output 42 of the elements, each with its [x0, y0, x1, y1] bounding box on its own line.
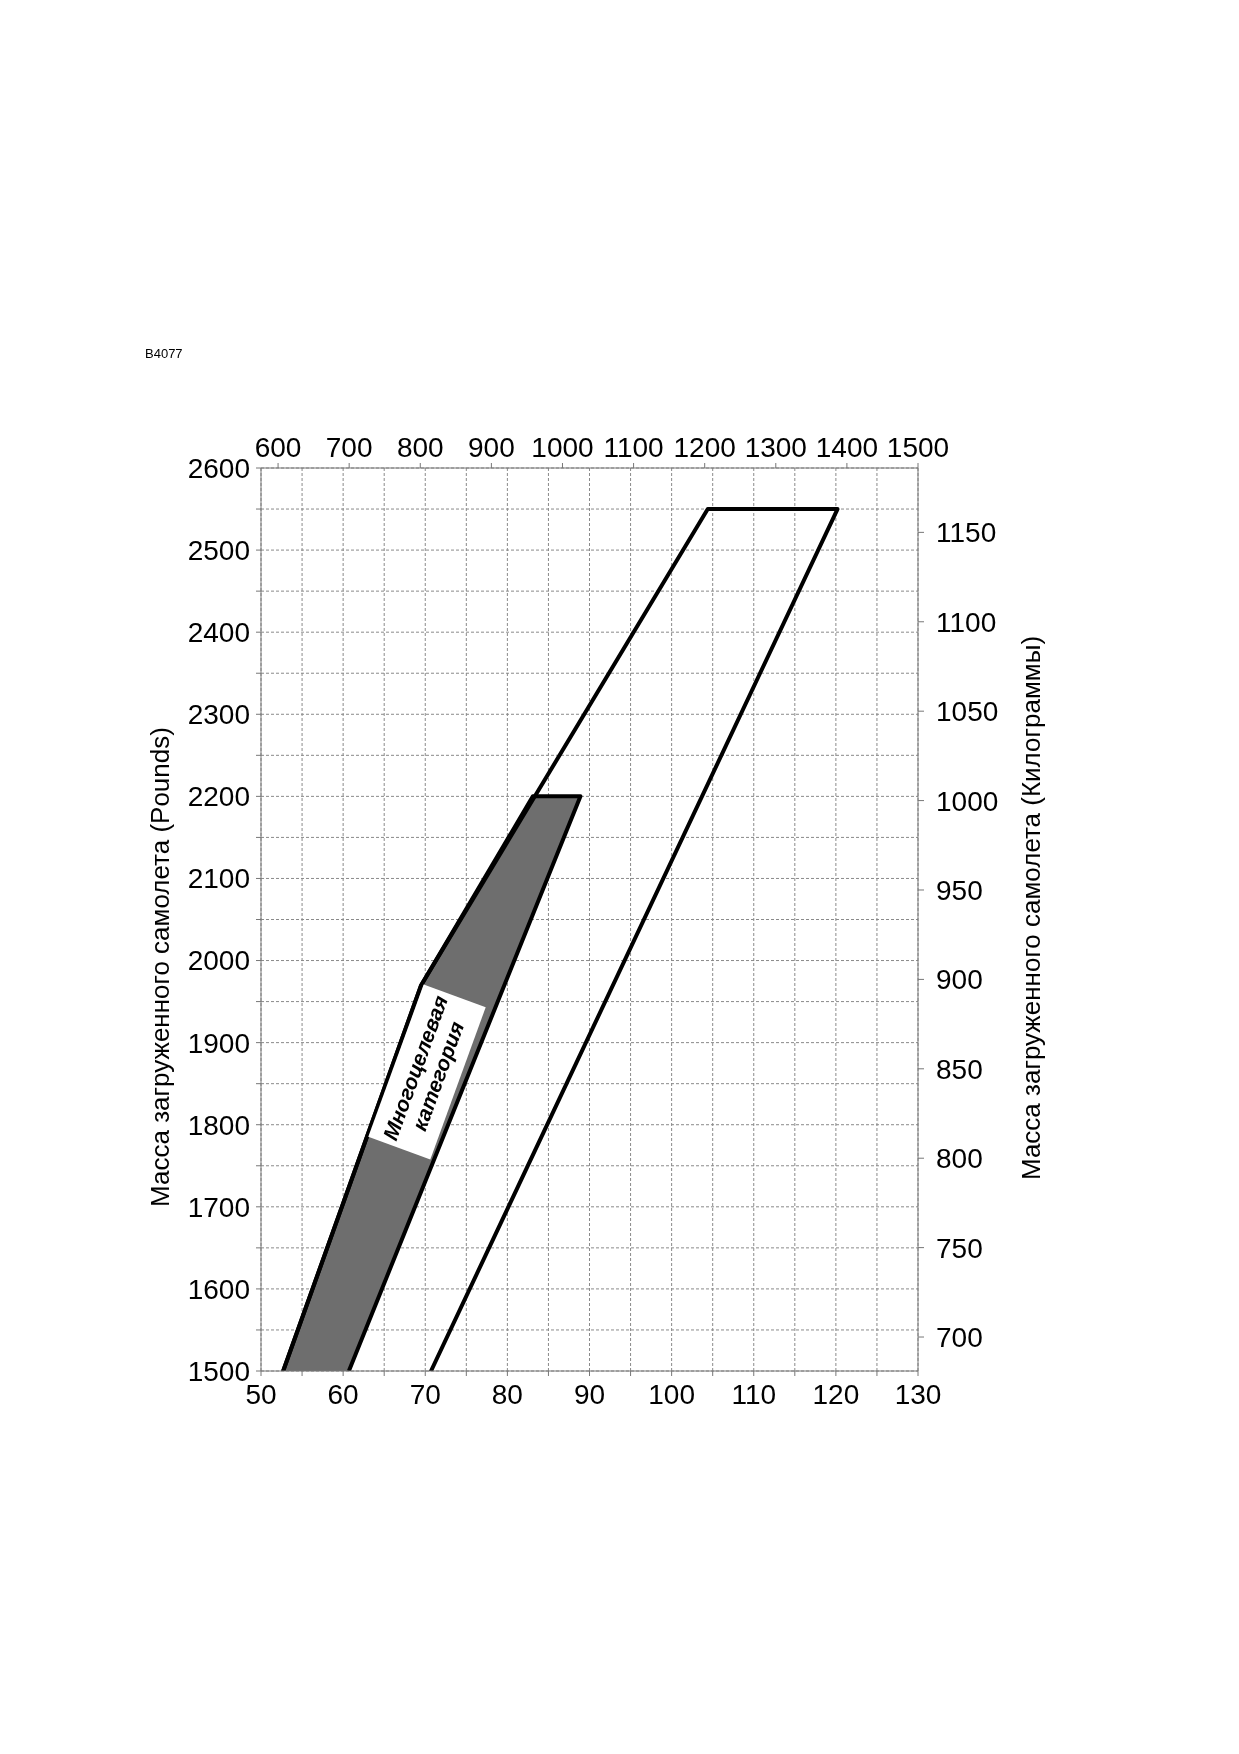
- y-tick-label: 1800: [187, 1109, 250, 1141]
- x2-tick-label: 1200: [673, 432, 736, 463]
- text: B4077: [145, 346, 183, 361]
- x2-tick-label: 600: [254, 432, 302, 463]
- x2-tick-label: 900: [468, 432, 515, 463]
- x-tick-label: 100: [648, 1378, 695, 1410]
- x2-tick-label: 700: [325, 432, 373, 463]
- y2-tick-label: 1050: [936, 696, 999, 728]
- x2-tick-label: 1100: [603, 432, 664, 463]
- y-tick-label: 2400: [187, 617, 250, 649]
- y-tick-label: 2600: [187, 452, 250, 484]
- y2-tick-label: 700: [936, 1321, 983, 1353]
- y-tick-label: 1600: [187, 1273, 250, 1305]
- x2-tick-label: 800: [396, 432, 444, 463]
- y-tick-label: 1700: [187, 1191, 250, 1223]
- y-tick-label: 2200: [187, 781, 250, 813]
- x-tick-label: 70: [409, 1378, 441, 1410]
- x-tick-label: 110: [731, 1378, 777, 1410]
- y2-tick-label: 850: [936, 1053, 983, 1085]
- x2-tick-label: 1500: [886, 432, 950, 463]
- x-tick-label: 130: [894, 1378, 942, 1410]
- x2-tick-label: 1400: [815, 432, 879, 463]
- y2-tick-label: 1100: [936, 606, 997, 638]
- x2-tick-label: 1000: [531, 432, 594, 463]
- y2-tick-label: 800: [936, 1143, 983, 1175]
- y2-tick-label: 900: [936, 964, 983, 996]
- y-tick-label: 2300: [187, 699, 250, 731]
- y2-tick-label: 750: [936, 1232, 983, 1264]
- x-tick-label: 120: [812, 1378, 860, 1410]
- y2-axis-title: Масса загруженного самолета (Килограммы): [1015, 635, 1047, 1181]
- y2-tick-label: 950: [936, 874, 983, 906]
- y-tick-label: 2500: [187, 535, 250, 567]
- y2-tick-label: 1150: [936, 517, 997, 549]
- y2-tick-label: 1000: [936, 785, 999, 817]
- x-tick-label: 90: [573, 1378, 606, 1410]
- y-tick-label: 1900: [187, 1027, 250, 1059]
- y-axis-title: Масса загруженного самолета (Pounds): [144, 727, 176, 1207]
- y-tick-label: 2100: [187, 863, 250, 895]
- x-tick-label: 80: [491, 1378, 523, 1410]
- x2-tick-label: 1300: [744, 432, 807, 463]
- y-tick-label: 2000: [187, 945, 250, 977]
- x-tick-label: 60: [327, 1378, 359, 1410]
